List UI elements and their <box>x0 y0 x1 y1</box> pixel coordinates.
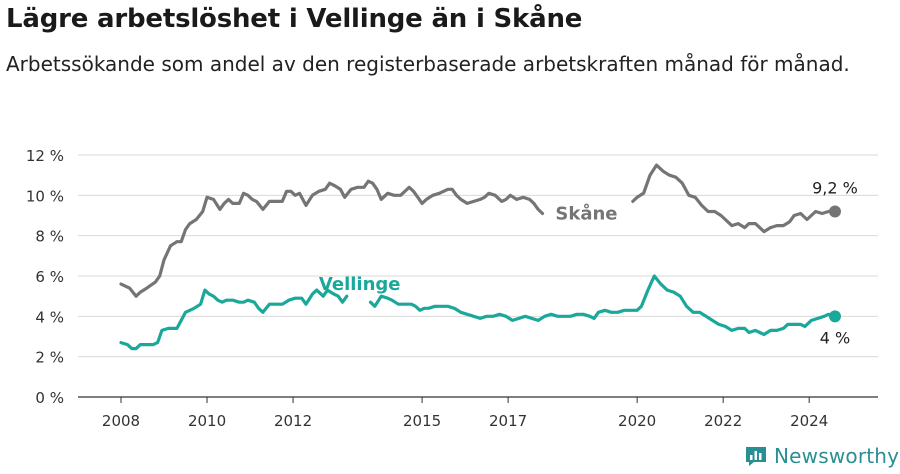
series-line-skne <box>119 179 545 298</box>
newsworthy-logo-icon <box>746 447 766 466</box>
series-label-skane: Skåne <box>555 202 617 224</box>
end-point-marker <box>828 310 841 323</box>
end-point-marker <box>828 205 841 218</box>
end-value-label-vellinge: 4 % <box>820 328 850 347</box>
y-tick-label: 0 % <box>35 389 64 407</box>
y-axis-ticks: 0 % 2 % 4 % 6 % 8 % 10 % 12 % <box>26 147 64 407</box>
y-tick-label: 4 % <box>35 308 64 326</box>
y-tick-label: 2 % <box>35 349 64 367</box>
x-tick-label: 2017 <box>489 412 527 430</box>
chart-title: Lägre arbetslöshet i Vellinge än i Skåne <box>6 4 583 34</box>
y-tick-label: 12 % <box>26 147 64 165</box>
x-tick-label: 2012 <box>274 412 312 430</box>
series-line-vellinge <box>368 274 837 337</box>
grid-lines <box>78 154 878 398</box>
x-tick-label: 2010 <box>188 412 226 430</box>
series-lines <box>119 163 841 351</box>
x-axis: 2008 2010 2012 2015 2017 2020 2022 2024 <box>102 397 828 430</box>
series-line-skne <box>631 163 837 234</box>
x-tick-label: 2024 <box>790 412 828 430</box>
x-tick-label: 2022 <box>704 412 742 430</box>
end-value-label-skane: 9,2 % <box>812 178 858 197</box>
series-labels: Skåne Vellinge 9,2 % 4 % <box>319 178 858 347</box>
y-tick-label: 8 % <box>35 228 64 246</box>
x-tick-label: 2020 <box>618 412 656 430</box>
x-tick-label: 2015 <box>403 412 441 430</box>
series-label-vellinge: Vellinge <box>319 274 401 295</box>
logo-text: Newsworthy <box>774 444 900 468</box>
series-line-vellinge <box>119 288 349 351</box>
y-tick-label: 10 % <box>26 187 64 205</box>
chart-subtitle: Arbetssökande som andel av den registerb… <box>6 52 850 76</box>
y-tick-label: 6 % <box>35 268 64 286</box>
x-tick-label: 2008 <box>102 412 140 430</box>
newsworthy-logo[interactable]: Newsworthy <box>744 444 899 468</box>
